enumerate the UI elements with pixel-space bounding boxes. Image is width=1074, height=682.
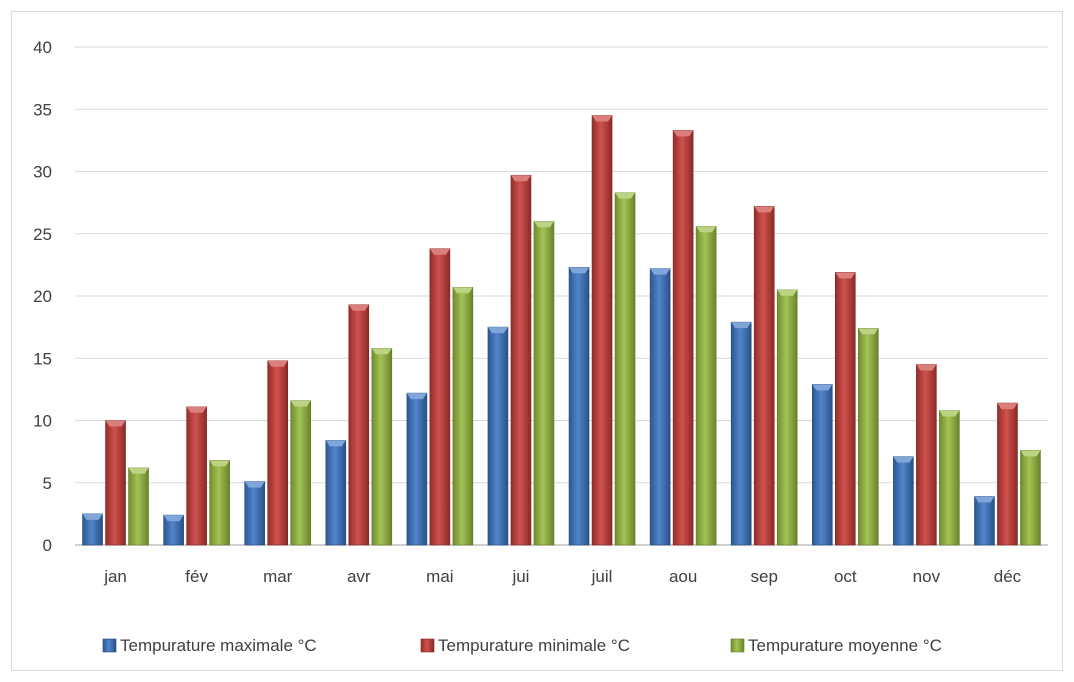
bar-cap xyxy=(997,403,1018,410)
y-tick-label: 25 xyxy=(33,225,52,244)
bar-cap xyxy=(939,410,960,417)
bar-cap xyxy=(348,304,369,311)
x-tick-label: jui xyxy=(511,567,529,586)
legend-label-2: Tempurature minimale °C xyxy=(438,636,630,655)
bar-cap xyxy=(812,384,833,391)
bar-aou-series-1 xyxy=(649,268,671,546)
bar-cap xyxy=(696,226,717,233)
y-tick-label: 30 xyxy=(33,163,52,182)
x-tick-label: oct xyxy=(834,567,857,586)
bar-cap xyxy=(510,175,531,182)
bar-mar-series-3 xyxy=(290,400,312,546)
y-tick-label: 0 xyxy=(43,536,52,555)
y-tick-label: 40 xyxy=(33,38,52,57)
legend-label-1: Tempurature maximale °C xyxy=(120,636,317,655)
bar-nov-series-3 xyxy=(939,410,960,546)
y-tick-label: 10 xyxy=(33,412,52,431)
bar-cap xyxy=(429,248,450,255)
x-tick-label: déc xyxy=(994,567,1022,586)
bar-nov-series-2 xyxy=(916,364,937,546)
bar-cap xyxy=(452,287,473,294)
bar-cap xyxy=(186,406,207,413)
bar-déc-series-2 xyxy=(997,402,1018,546)
bar-cap xyxy=(673,130,694,137)
bar-cap xyxy=(731,322,752,329)
bar-mai-series-1 xyxy=(406,392,428,546)
x-tick-label: nov xyxy=(913,567,941,586)
bar-cap xyxy=(244,481,265,488)
x-tick-label: juil xyxy=(591,567,613,586)
bar-juil-series-1 xyxy=(568,267,590,546)
bar-cap xyxy=(487,327,508,334)
bar-cap xyxy=(209,460,230,467)
bar-fév-series-3 xyxy=(209,460,230,546)
bar-déc-series-3 xyxy=(1020,450,1041,546)
bar-oct-series-3 xyxy=(857,328,879,546)
bar-jui-series-3 xyxy=(533,221,555,546)
bar-jui-series-1 xyxy=(487,326,509,546)
bar-juil-series-2 xyxy=(591,115,613,546)
y-tick-label: 15 xyxy=(33,349,52,368)
bar-cap xyxy=(163,515,184,522)
bar-oct-series-2 xyxy=(834,272,856,546)
x-tick-label: fév xyxy=(185,567,208,586)
x-tick-label: avr xyxy=(347,567,371,586)
bar-jui-series-2 xyxy=(510,174,532,546)
bar-cap xyxy=(615,192,636,199)
bar-mar-series-1 xyxy=(244,481,266,546)
bar-cap xyxy=(754,206,775,213)
bar-cap xyxy=(569,267,590,274)
bar-cap xyxy=(916,364,937,371)
bar-avr-series-3 xyxy=(371,347,393,546)
bar-avr-series-1 xyxy=(325,440,347,546)
legend-label-3: Tempurature moyenne °C xyxy=(748,636,942,655)
bar-sep-series-1 xyxy=(730,321,752,546)
y-tick-label: 35 xyxy=(33,100,52,119)
y-tick-label: 20 xyxy=(33,287,52,306)
bar-cap xyxy=(325,440,346,447)
bar-sep-series-3 xyxy=(776,289,798,546)
bar-cap xyxy=(835,272,856,279)
legend-swatch-1 xyxy=(102,638,117,653)
bar-cap xyxy=(592,115,613,122)
bar-cap xyxy=(858,328,879,335)
bar-mar-series-2 xyxy=(267,360,289,546)
bar-oct-series-1 xyxy=(811,384,833,546)
bar-cap xyxy=(974,496,995,503)
legend-swatch-3 xyxy=(730,638,745,653)
x-tick-label: aou xyxy=(669,567,697,586)
legend-swatch-2 xyxy=(420,638,435,653)
y-tick-label: 5 xyxy=(43,474,52,493)
bar-cap xyxy=(893,456,914,463)
bar-cap xyxy=(1020,450,1041,457)
bar-jan-series-2 xyxy=(105,420,126,546)
bar-sep-series-2 xyxy=(753,206,775,546)
bar-cap xyxy=(128,467,149,474)
bar-cap xyxy=(777,289,798,296)
bar-juil-series-3 xyxy=(614,192,636,546)
bar-nov-series-1 xyxy=(893,456,914,546)
bar-jan-series-3 xyxy=(128,467,149,546)
bar-aou-series-3 xyxy=(695,225,717,546)
bar-cap xyxy=(533,221,554,228)
bar-avr-series-2 xyxy=(348,304,370,546)
bar-cap xyxy=(406,393,427,400)
x-tick-label: mai xyxy=(426,567,453,586)
x-tick-label: sep xyxy=(750,567,777,586)
bar-cap xyxy=(650,268,671,275)
bar-fév-series-2 xyxy=(186,406,207,546)
bar-mai-series-3 xyxy=(452,286,474,546)
bar-cap xyxy=(290,400,311,407)
x-tick-label: mar xyxy=(263,567,293,586)
bar-déc-series-1 xyxy=(974,496,995,546)
bar-aou-series-2 xyxy=(672,130,694,546)
x-tick-label: jan xyxy=(103,567,127,586)
bar-mai-series-2 xyxy=(429,248,451,546)
bar-cap xyxy=(371,348,392,355)
bar-cap xyxy=(105,420,126,427)
bar-cap xyxy=(82,513,103,520)
bar-cap xyxy=(267,360,288,367)
